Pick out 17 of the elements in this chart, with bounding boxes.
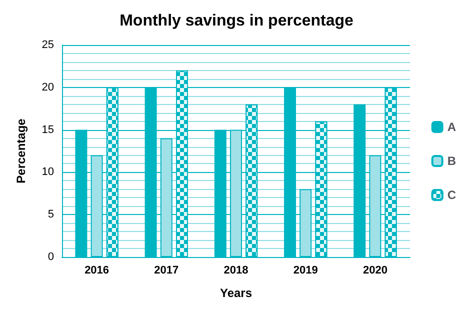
- x-tick-label: 2020: [362, 264, 388, 276]
- x-tick-label: 2017: [154, 264, 179, 276]
- y-tick-label: 0: [48, 251, 54, 263]
- legend-label: C: [447, 188, 456, 202]
- x-axis-title: Years: [220, 286, 252, 300]
- y-tick-label: 25: [42, 39, 54, 51]
- y-tick-label: 5: [48, 208, 54, 221]
- x-tick-label: 2018: [224, 264, 248, 276]
- legend-label: A: [447, 120, 456, 134]
- y-axis-title: Percentage: [14, 118, 28, 184]
- x-tick-label: 2019: [293, 264, 318, 276]
- legend-label: B: [447, 154, 456, 168]
- y-tick-label: 20: [42, 81, 54, 94]
- chart-title: Monthly savings in percentage: [120, 12, 354, 30]
- y-tick-label: 15: [42, 124, 54, 136]
- y-tick-label: 10: [42, 166, 54, 178]
- x-tick-label: 2016: [84, 264, 110, 276]
